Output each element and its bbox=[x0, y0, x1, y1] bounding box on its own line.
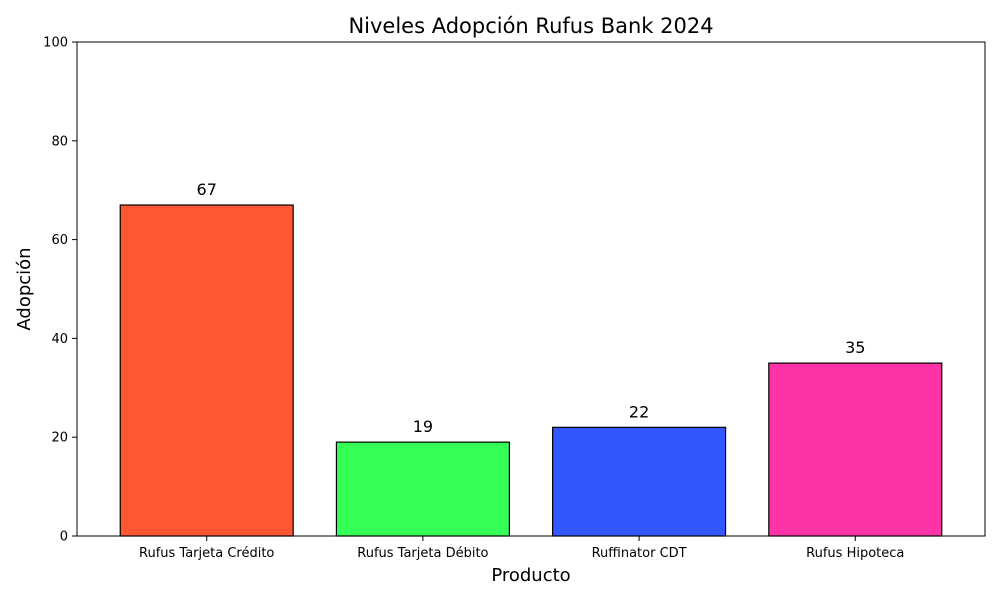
plot-frame bbox=[76, 41, 986, 537]
data-label-3: 22 bbox=[629, 402, 649, 421]
bar-4 bbox=[768, 362, 943, 537]
y-tick-label-20: 20 bbox=[51, 431, 68, 446]
data-label-1: 67 bbox=[197, 180, 217, 199]
bar-2 bbox=[335, 441, 510, 537]
y-tick-label-80: 80 bbox=[51, 134, 68, 149]
y-tick-label-100: 100 bbox=[43, 36, 68, 51]
y-axis-label: Adopción bbox=[14, 247, 35, 330]
x-axis-label: Producto bbox=[491, 565, 570, 586]
plot-area: 67 19 22 35 0 20 40 60 80 100 Rufus Tarjeta Crédit… bbox=[43, 36, 986, 561]
x-tick-label-1: Rufus Tarjeta Crédito bbox=[139, 546, 274, 561]
y-tick-label-40: 40 bbox=[51, 332, 68, 347]
x-tick-label-2: Rufus Tarjeta Débito bbox=[357, 546, 488, 561]
x-tick-label-4: Rufus Hipoteca bbox=[806, 546, 904, 561]
bar-3 bbox=[552, 426, 727, 537]
y-tick-label-60: 60 bbox=[51, 233, 68, 248]
x-tick-label-3: Ruffinator CDT bbox=[592, 546, 687, 561]
data-label-4: 35 bbox=[845, 338, 865, 357]
data-label-2: 19 bbox=[413, 417, 433, 436]
chart-title: Niveles Adopción Rufus Bank 2024 bbox=[348, 14, 713, 38]
y-tick-label-0: 0 bbox=[60, 530, 68, 545]
bar-1 bbox=[119, 204, 294, 537]
